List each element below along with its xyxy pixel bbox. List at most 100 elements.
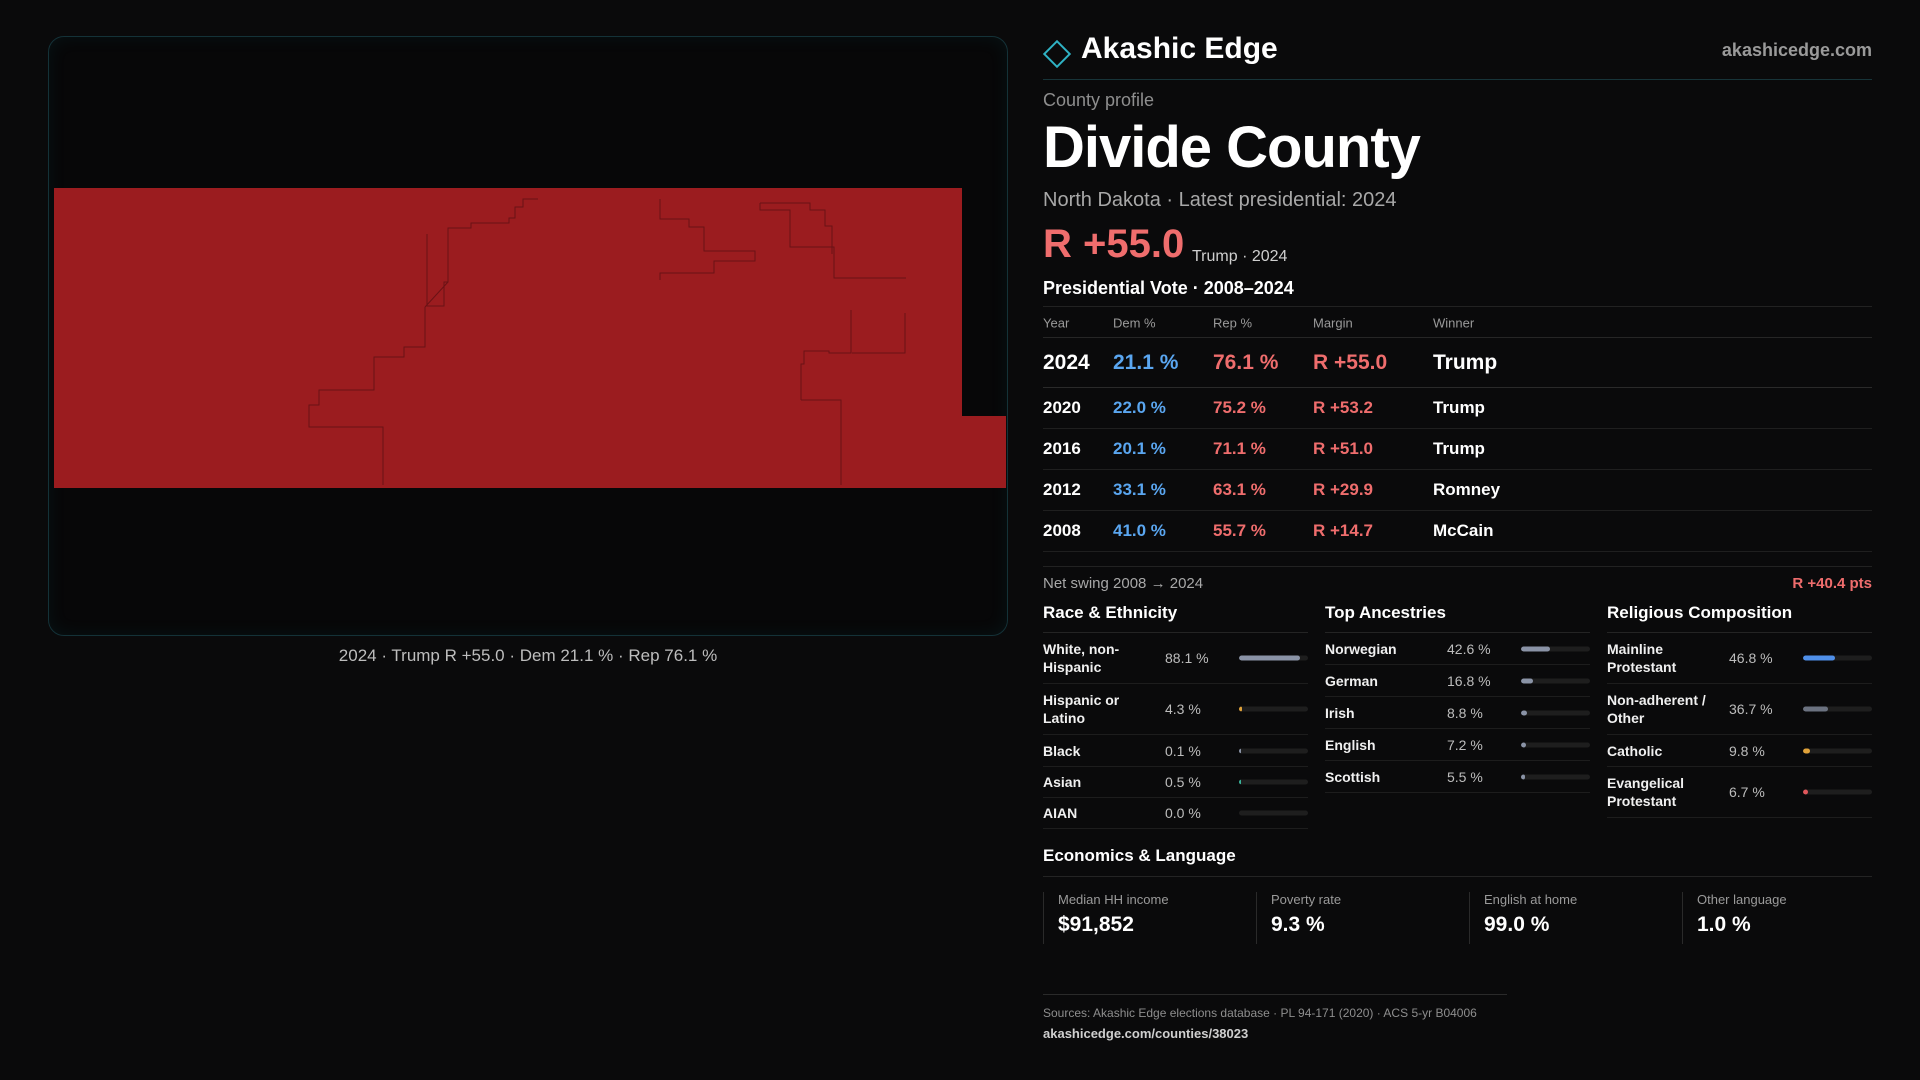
list-item: Evangelical Protestant 6.7 % — [1607, 767, 1872, 818]
list-item: White, non-Hispanic 88.1 % — [1043, 633, 1308, 684]
brand-header: Akashic Edge akashicedge.com — [1042, 30, 1872, 80]
item-percent: 16.8 % — [1447, 672, 1491, 689]
table-row: 2016 20.1 % 71.1 % R +51.0 Trump — [1043, 429, 1872, 470]
county-map — [54, 188, 1006, 488]
item-percent: 0.1 % — [1165, 742, 1201, 759]
share-bar — [1803, 789, 1872, 795]
stat-value: $91,852 — [1058, 913, 1134, 936]
item-percent: 0.5 % — [1165, 774, 1201, 790]
list-item: English 7.2 % — [1325, 729, 1590, 761]
county-url-link[interactable]: akashicedge.com/counties/38023 — [1043, 1026, 1249, 1041]
list-item: Hispanic or Latino 4.3 % — [1043, 684, 1308, 735]
stat-card-income: Median HH income $91,852 — [1043, 892, 1243, 944]
rep-cell: 71.1 % — [1213, 439, 1266, 458]
economics-section-title: Economics & Language — [1043, 846, 1872, 877]
share-bar — [1239, 810, 1308, 816]
rep-cell: 75.2 % — [1213, 398, 1266, 417]
column-header-dem: Dem % — [1113, 315, 1156, 330]
year-cell: 2020 — [1043, 398, 1081, 417]
dem-cell: 22.0 % — [1113, 398, 1166, 417]
map-caption: 2024 · Trump R +55.0 · Dem 21.1 % · Rep … — [338, 646, 718, 665]
list-item: Black 0.1 % — [1043, 735, 1308, 767]
item-label: Mainline Protestant — [1607, 641, 1677, 675]
ancestry-section: Top Ancestries Norwegian 42.6 % German 1… — [1325, 600, 1590, 793]
share-bar — [1239, 779, 1308, 785]
item-label: Evangelical Protestant — [1607, 775, 1685, 809]
table-row: 2024 21.1 % 76.1 % R +55.0 Trump — [1043, 338, 1872, 388]
list-item: German 16.8 % — [1325, 665, 1590, 697]
section-title: Race & Ethnicity — [1043, 600, 1308, 633]
margin-cell: R +14.7 — [1313, 521, 1374, 540]
year-cell: 2024 — [1043, 350, 1090, 374]
share-bar-fill — [1521, 774, 1525, 779]
winner-cell: Trump — [1433, 350, 1498, 374]
share-bar — [1521, 774, 1590, 779]
item-label: AIAN — [1043, 805, 1078, 821]
share-bar-fill — [1239, 779, 1241, 785]
dem-cell: 20.1 % — [1113, 439, 1166, 458]
share-bar-fill — [1803, 748, 1810, 753]
item-percent: 4.3 % — [1165, 701, 1201, 717]
share-bar-fill — [1521, 678, 1533, 683]
share-bar-fill — [1803, 706, 1829, 712]
winner-cell: McCain — [1433, 521, 1494, 540]
item-percent: 36.7 % — [1729, 701, 1773, 717]
share-bar-fill — [1521, 710, 1528, 715]
brand-site-link[interactable]: akashicedge.com — [1721, 40, 1872, 60]
item-label: Catholic — [1607, 742, 1663, 759]
item-percent: 8.8 % — [1447, 704, 1483, 721]
item-percent: 0.0 % — [1165, 805, 1201, 821]
rep-cell: 63.1 % — [1213, 480, 1266, 499]
list-item: Catholic 9.8 % — [1607, 735, 1872, 767]
list-item: Asian 0.5 % — [1043, 767, 1308, 798]
item-label: Scottish — [1325, 768, 1381, 785]
net-swing-label: Net swing 2008 → 2024 — [1043, 575, 1204, 592]
stat-card-other-language: Other language 1.0 % — [1682, 892, 1882, 944]
county-shape[interactable] — [54, 188, 1006, 488]
item-label: White, non-Hispanic — [1043, 641, 1120, 675]
share-bar — [1521, 678, 1590, 683]
list-item: AIAN 0.0 % — [1043, 798, 1308, 829]
share-bar-fill — [1803, 655, 1836, 661]
share-bar — [1239, 655, 1308, 661]
column-header-year: Year — [1043, 315, 1070, 330]
item-label: Non-adherent / Other — [1607, 692, 1706, 726]
share-bar — [1521, 646, 1590, 651]
list-item: Norwegian 42.6 % — [1325, 633, 1590, 665]
item-label: German — [1325, 672, 1378, 689]
winner-cell: Trump — [1433, 439, 1485, 458]
section-title: Religious Composition — [1607, 600, 1872, 633]
share-bar — [1803, 748, 1872, 753]
share-bar-fill — [1521, 646, 1551, 651]
presidential-vote-table: Year Dem % Rep % Margin Winner 2024 21.1… — [1043, 308, 1872, 552]
net-swing-row: Net swing 2008 → 2024 R +40.4 pts — [1043, 566, 1872, 596]
share-bar — [1803, 706, 1872, 712]
share-bar — [1239, 706, 1308, 712]
brand-name: Akashic Edge — [1081, 32, 1278, 65]
share-bar-fill — [1239, 706, 1242, 712]
dem-cell: 33.1 % — [1113, 480, 1166, 499]
list-item: Mainline Protestant 46.8 % — [1607, 633, 1872, 684]
share-bar-fill — [1239, 748, 1241, 753]
item-percent: 5.5 % — [1447, 768, 1483, 785]
stat-value: 9.3 % — [1271, 913, 1325, 936]
dem-cell: 41.0 % — [1113, 521, 1166, 540]
stat-card-english: English at home 99.0 % — [1469, 892, 1669, 944]
margin-cell: R +55.0 — [1313, 350, 1388, 374]
winner-cell: Romney — [1433, 480, 1501, 499]
stat-label: English at home — [1484, 892, 1578, 907]
margin-cell: R +51.0 — [1313, 439, 1374, 458]
stat-label: Other language — [1697, 892, 1787, 907]
share-bar — [1521, 742, 1590, 747]
race-ethnicity-section: Race & Ethnicity White, non-Hispanic 88.… — [1043, 600, 1308, 829]
sources-note: Sources: Akashic Edge elections database… — [1043, 1006, 1477, 1020]
item-percent: 6.7 % — [1729, 784, 1765, 800]
item-label: Asian — [1043, 774, 1082, 790]
share-bar-fill — [1239, 655, 1300, 661]
latest-margin-note: Trump · 2024 — [1192, 248, 1288, 265]
stat-value: 99.0 % — [1484, 913, 1550, 936]
table-row: 2012 33.1 % 63.1 % R +29.9 Romney — [1043, 470, 1872, 511]
item-percent: 46.8 % — [1729, 650, 1773, 666]
item-percent: 7.2 % — [1447, 736, 1483, 753]
profile-eyebrow: County profile — [1043, 90, 1155, 110]
